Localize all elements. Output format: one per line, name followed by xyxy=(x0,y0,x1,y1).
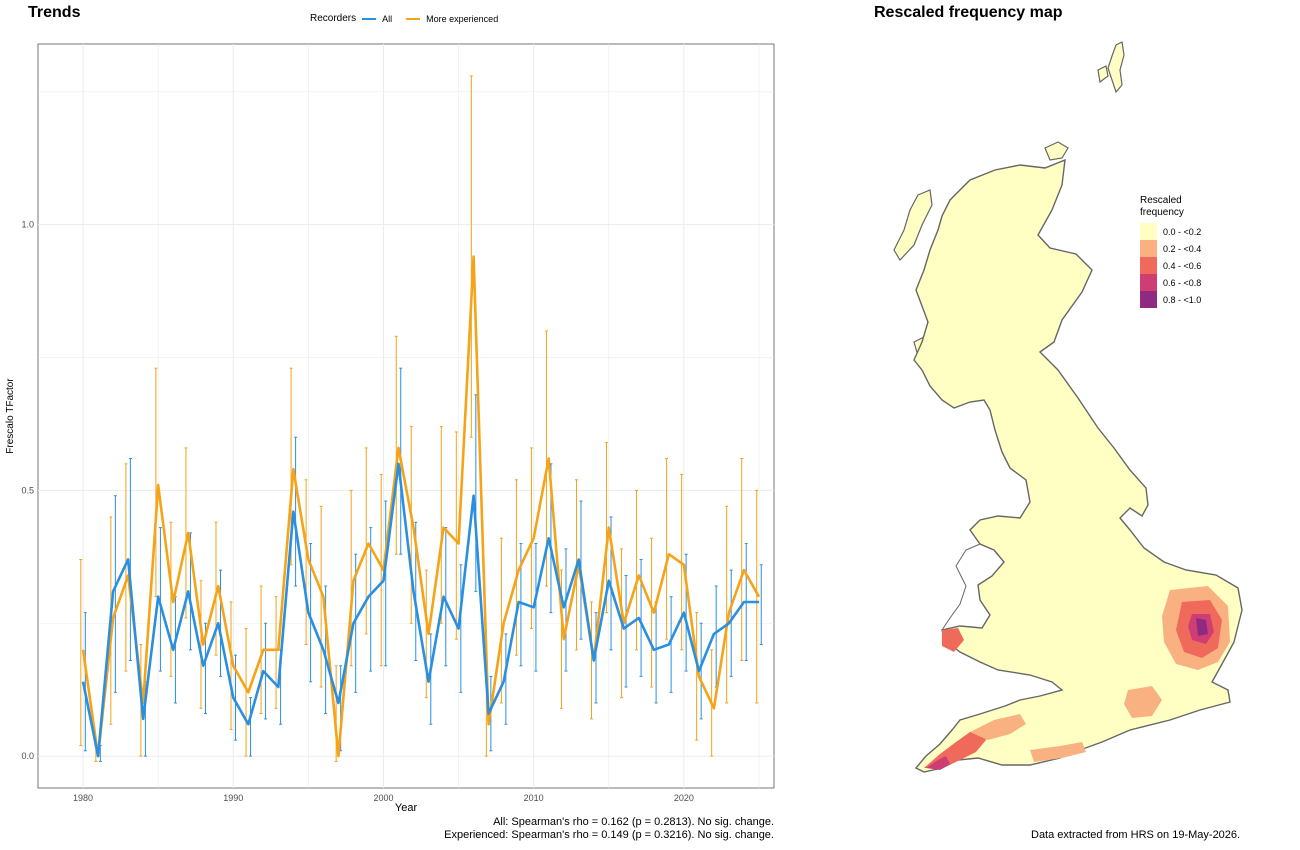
wales-outline xyxy=(941,543,981,631)
scottish-islands xyxy=(893,41,1125,357)
x-tick-label: 1980 xyxy=(73,793,93,803)
map-legend-swatch xyxy=(1140,240,1157,257)
stats-text: All: Spearman's rho = 0.162 (p = 0.2813)… xyxy=(444,816,774,842)
map-legend-row: 0.2 - <0.4 xyxy=(1140,240,1220,257)
map-legend-row: 0.0 - <0.2 xyxy=(1140,223,1220,240)
map-legend-row: 0.4 - <0.6 xyxy=(1140,257,1220,274)
great-britain-mainland xyxy=(913,158,1243,773)
map-legend-swatch xyxy=(1140,223,1157,240)
shetland-island xyxy=(1107,41,1125,94)
outer-hebrides xyxy=(893,189,933,261)
x-tick-label: 2010 xyxy=(524,793,544,803)
series-line-experienced xyxy=(81,255,761,758)
frequency-map xyxy=(893,41,1243,773)
hotspot-cornwall-inner xyxy=(926,756,950,770)
map-legend-label: 0.0 - <0.2 xyxy=(1163,226,1202,237)
stats-line-all: All: Spearman's rho = 0.162 (p = 0.2813)… xyxy=(493,816,774,828)
map-legend: Rescaled frequency 0.0 - <0.2 0.2 - <0.4… xyxy=(1140,195,1220,308)
y-tick-label: 0.5 xyxy=(21,485,34,495)
hotspot-south-coast xyxy=(1030,742,1086,762)
y-tick-label: 1.0 xyxy=(21,220,34,230)
map-legend-row: 0.8 - <1.0 xyxy=(1140,291,1220,308)
orkney-island xyxy=(1044,141,1069,161)
trends-chart: 1980 1990 2000 2010 2020 0.0 0.5 1.0 Year Fresc… xyxy=(5,43,775,814)
map-legend-swatch xyxy=(1140,291,1157,308)
data-extracted-note: Data extracted from HRS on 19-May-2026. xyxy=(1031,829,1241,841)
hotspot-cornwall xyxy=(924,728,986,768)
legend-label-experienced: More experienced xyxy=(426,13,499,24)
map-legend-label: 0.8 - <1.0 xyxy=(1163,294,1202,305)
x-tick-label: 1990 xyxy=(223,793,243,803)
legend-label-all: All xyxy=(382,13,393,24)
hotspot-east-core xyxy=(1196,618,1208,636)
y-axis-label: Frescalo TFactor xyxy=(5,378,16,454)
recorders-legend: Recorders All More experienced xyxy=(310,13,506,24)
legend-title: Recorders xyxy=(310,13,357,24)
x-tick-label: 2020 xyxy=(674,793,694,803)
tick-labels: 1980 1990 2000 2010 2020 0.0 0.5 1.0 xyxy=(21,220,693,803)
series-lines xyxy=(81,255,761,758)
map-legend-row: 0.6 - <0.8 xyxy=(1140,274,1220,291)
legend-key-all xyxy=(362,17,377,20)
x-tick-label: 2000 xyxy=(373,793,393,803)
map-legend-label: 0.2 - <0.4 xyxy=(1163,243,1202,254)
map-legend-swatch xyxy=(1140,257,1157,274)
legend-key-experienced xyxy=(406,17,421,20)
series-line-all xyxy=(81,462,759,758)
map-legend-title: Rescaled frequency xyxy=(1140,195,1184,218)
hotspot-devon xyxy=(970,714,1026,740)
map-legend-label: 0.6 - <0.8 xyxy=(1163,277,1202,288)
hotspot-wales xyxy=(942,628,964,652)
x-axis-label: Year xyxy=(395,802,418,814)
map-legend-swatch xyxy=(1140,274,1157,291)
map-title: Rescaled frequency map xyxy=(874,4,1063,21)
y-tick-label: 0.0 xyxy=(21,751,34,761)
stats-line-experienced: Experienced: Spearman's rho = 0.149 (p =… xyxy=(444,829,774,841)
trends-title: Trends xyxy=(28,4,81,21)
shetland-island-small xyxy=(1097,65,1109,84)
map-legend-label: 0.4 - <0.6 xyxy=(1163,260,1202,271)
hotspot-south xyxy=(1124,686,1162,718)
frequency-hotspots xyxy=(924,586,1230,770)
